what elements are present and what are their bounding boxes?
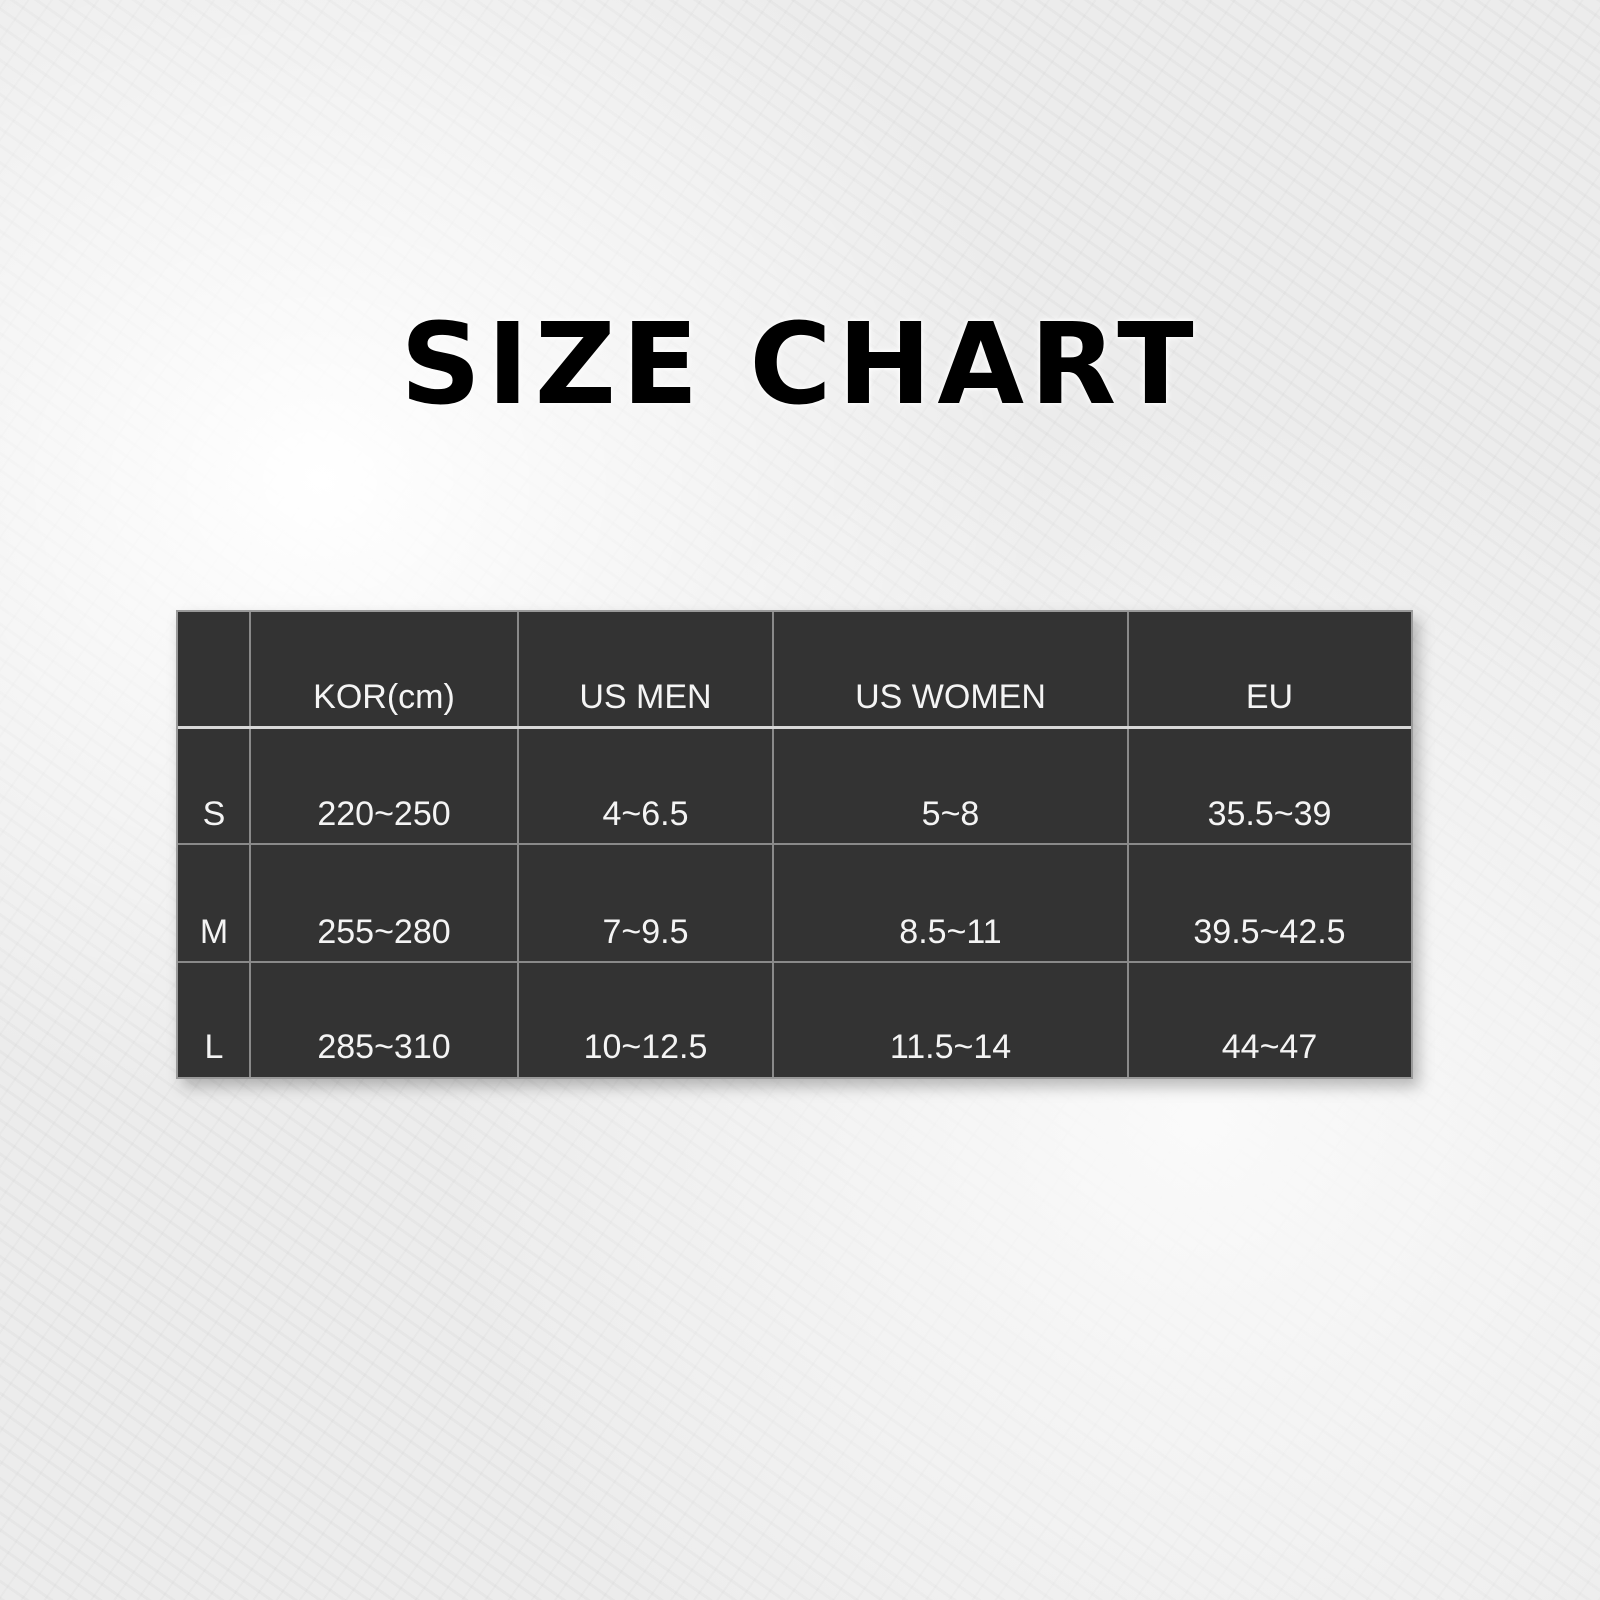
size-table: KOR(cm) US MEN US WOMEN EU S 220~250 4~6.5 5~8 3… — [176, 610, 1413, 1079]
cell-eu: 44~47 — [1221, 1028, 1318, 1066]
cell-eu: 35.5~39 — [1207, 795, 1332, 833]
header-kor-cm: KOR(cm) — [313, 678, 455, 716]
cell-us-women: 11.5~14 — [889, 1028, 1012, 1066]
cell-size-label: S — [202, 795, 226, 833]
cell-us-men: 4~6.5 — [602, 795, 689, 833]
cell-us-women: 8.5~11 — [899, 913, 1002, 951]
row-divider — [178, 843, 1411, 845]
cell-size-label: L — [204, 1028, 224, 1066]
header-us-women: US WOMEN — [855, 678, 1046, 716]
cell-kor-cm: 220~250 — [317, 795, 451, 833]
cell-size-label: M — [199, 913, 229, 951]
row-divider — [178, 961, 1411, 963]
page-title: SIZE CHART — [400, 300, 1200, 430]
header-size-label — [178, 612, 250, 727]
header-us-men: US MEN — [579, 678, 712, 716]
cell-us-men: 10~12.5 — [583, 1028, 708, 1066]
header-eu: EU — [1245, 678, 1294, 716]
cell-kor-cm: 255~280 — [317, 913, 451, 951]
cell-kor-cm: 285~310 — [317, 1028, 451, 1066]
row-divider — [178, 726, 1411, 729]
cell-us-women: 5~8 — [921, 795, 980, 833]
cell-us-men: 7~9.5 — [602, 913, 689, 951]
cell-eu: 39.5~42.5 — [1193, 913, 1346, 951]
